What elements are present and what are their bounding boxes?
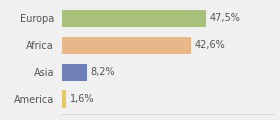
- Text: 8,2%: 8,2%: [90, 67, 115, 77]
- Bar: [62, 10, 206, 27]
- Bar: [62, 90, 66, 108]
- Text: 47,5%: 47,5%: [210, 13, 241, 23]
- Text: 42,6%: 42,6%: [195, 40, 225, 50]
- Bar: [62, 63, 87, 81]
- Text: 1,6%: 1,6%: [70, 94, 95, 104]
- Bar: [62, 37, 191, 54]
